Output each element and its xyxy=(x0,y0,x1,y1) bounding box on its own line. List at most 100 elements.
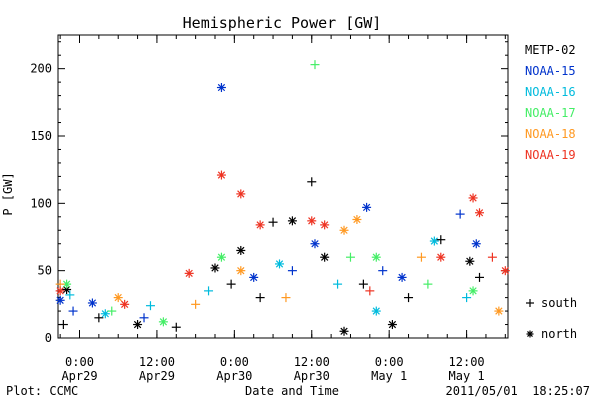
legend-item: NOAA-19 xyxy=(525,148,576,162)
x-tick-time-label: 12:00 xyxy=(139,355,175,369)
footer-plot-credit: Plot: CCMC xyxy=(6,384,78,398)
data-point-noaa-18-south xyxy=(416,252,426,262)
data-point-noaa-18-north xyxy=(339,225,349,235)
data-point-noaa-17-south xyxy=(310,60,320,70)
legend-item: NOAA-17 xyxy=(525,106,576,120)
data-point-metp-02-south xyxy=(268,217,278,227)
data-point-metp-02-south xyxy=(475,272,485,282)
data-point-noaa-15-north xyxy=(310,239,320,249)
x-tick-date-label: Apr30 xyxy=(294,369,330,383)
data-point-noaa-19-north xyxy=(436,252,446,262)
data-point-noaa-19-north xyxy=(55,286,65,296)
y-axis: 0 50 100 150 200 xyxy=(30,41,508,345)
x-axis: 0:00Apr2912:00Apr290:00Apr3012:00Apr300:… xyxy=(59,35,506,383)
data-point-noaa-19-north xyxy=(216,170,226,180)
data-point-noaa-16-south xyxy=(65,290,75,300)
y-axis-label: P [GW] xyxy=(1,172,15,215)
data-point-noaa-18-north xyxy=(236,266,246,276)
data-point-noaa-18-south xyxy=(281,293,291,303)
data-point-noaa-19-north xyxy=(307,216,317,226)
data-point-noaa-15-south xyxy=(455,209,465,219)
footer-timestamp: 2011/05/01 18:25:07 xyxy=(446,384,591,398)
data-point-metp-02-north xyxy=(236,245,246,255)
data-point-metp-02-north xyxy=(387,320,397,330)
data-point-noaa-17-north xyxy=(62,279,72,289)
symbol-key: south north xyxy=(526,296,577,341)
data-point-noaa-17-north xyxy=(158,317,168,327)
data-point-metp-02-south xyxy=(171,322,181,332)
x-tick-time-label: 12:00 xyxy=(294,355,330,369)
data-point-noaa-16-north xyxy=(429,236,439,246)
legend-item: NOAA-15 xyxy=(525,64,576,78)
y-tick-label: 100 xyxy=(30,196,52,210)
data-point-noaa-17-south xyxy=(345,252,355,262)
data-point-noaa-19-south xyxy=(365,286,375,296)
data-point-noaa-15-north xyxy=(216,83,226,93)
data-point-metp-02-south xyxy=(94,313,104,323)
data-point-metp-02-north xyxy=(320,252,330,262)
symbol-key-marker-south xyxy=(526,299,534,307)
data-point-noaa-16-north xyxy=(100,309,110,319)
legend-item: NOAA-16 xyxy=(525,85,576,99)
plot-frame xyxy=(57,34,509,339)
data-point-metp-02-south xyxy=(358,279,368,289)
data-point-noaa-16-north xyxy=(275,259,285,269)
data-point-noaa-15-south xyxy=(139,313,149,323)
x-tick-date-label: Apr30 xyxy=(216,369,252,383)
data-point-noaa-16-south xyxy=(333,279,343,289)
data-point-noaa-15-north xyxy=(471,239,481,249)
data-point-noaa-18-north xyxy=(352,214,362,224)
y-tick-label: 50 xyxy=(38,264,52,278)
data-point-metp-02-north xyxy=(287,216,297,226)
data-point-noaa-17-south xyxy=(107,306,117,316)
data-point-noaa-16-south xyxy=(204,286,214,296)
data-point-noaa-19-north xyxy=(236,189,246,199)
data-point-metp-02-north xyxy=(62,285,72,295)
data-point-noaa-19-north xyxy=(320,220,330,230)
x-tick-time-label: 0:00 xyxy=(65,355,94,369)
symbol-key-label: north xyxy=(541,327,577,341)
data-point-metp-02-south xyxy=(255,293,265,303)
x-tick-time-label: 0:00 xyxy=(375,355,404,369)
chart-title: Hemispheric Power [GW] xyxy=(183,14,382,32)
data-point-noaa-17-north xyxy=(216,252,226,262)
symbol-key-marker-north xyxy=(526,330,534,338)
data-point-noaa-15-south xyxy=(68,306,78,316)
data-point-metp-02-south xyxy=(307,177,317,187)
data-point-metp-02-south xyxy=(58,320,68,330)
data-point-noaa-15-north xyxy=(362,202,372,212)
symbol-key-label: south xyxy=(541,296,577,310)
data-point-noaa-15-south xyxy=(378,266,388,276)
data-point-noaa-16-north xyxy=(371,306,381,316)
data-point-noaa-15-north xyxy=(55,295,65,305)
data-point-metp-02-south xyxy=(436,235,446,245)
data-point-metp-02-south xyxy=(226,279,236,289)
data-point-noaa-19-north xyxy=(500,266,510,276)
x-tick-date-label: May 1 xyxy=(371,369,407,383)
data-point-noaa-19-north xyxy=(184,268,194,278)
y-tick-label: 200 xyxy=(30,62,52,76)
data-point-noaa-19-north xyxy=(475,208,485,218)
data-point-noaa-15-south xyxy=(287,266,297,276)
legend: METP-02 NOAA-15 NOAA-16 NOAA-17 NOAA-18 NOAA-… xyxy=(525,43,576,162)
y-tick-label: 150 xyxy=(30,129,52,143)
data-point-metp-02-north xyxy=(133,320,143,330)
data-point-noaa-17-south xyxy=(423,279,433,289)
data-point-noaa-19-north xyxy=(255,220,265,230)
data-point-noaa-19-north xyxy=(468,193,478,203)
x-tick-date-label: Apr29 xyxy=(61,369,97,383)
data-point-noaa-15-north xyxy=(397,272,407,282)
data-point-noaa-18-north xyxy=(494,306,504,316)
data-point-noaa-16-south xyxy=(145,301,155,311)
data-point-noaa-17-north xyxy=(468,286,478,296)
x-axis-label: Date and Time xyxy=(245,384,339,398)
data-point-metp-02-north xyxy=(339,326,349,336)
x-tick-time-label: 0:00 xyxy=(220,355,249,369)
data-point-metp-02-south xyxy=(404,293,414,303)
data-point-noaa-15-north xyxy=(87,298,97,308)
data-point-noaa-18-north xyxy=(113,293,123,303)
data-point-noaa-18-south xyxy=(191,299,201,309)
data-point-metp-02-north xyxy=(210,263,220,273)
data-point-noaa-17-north xyxy=(371,252,381,262)
